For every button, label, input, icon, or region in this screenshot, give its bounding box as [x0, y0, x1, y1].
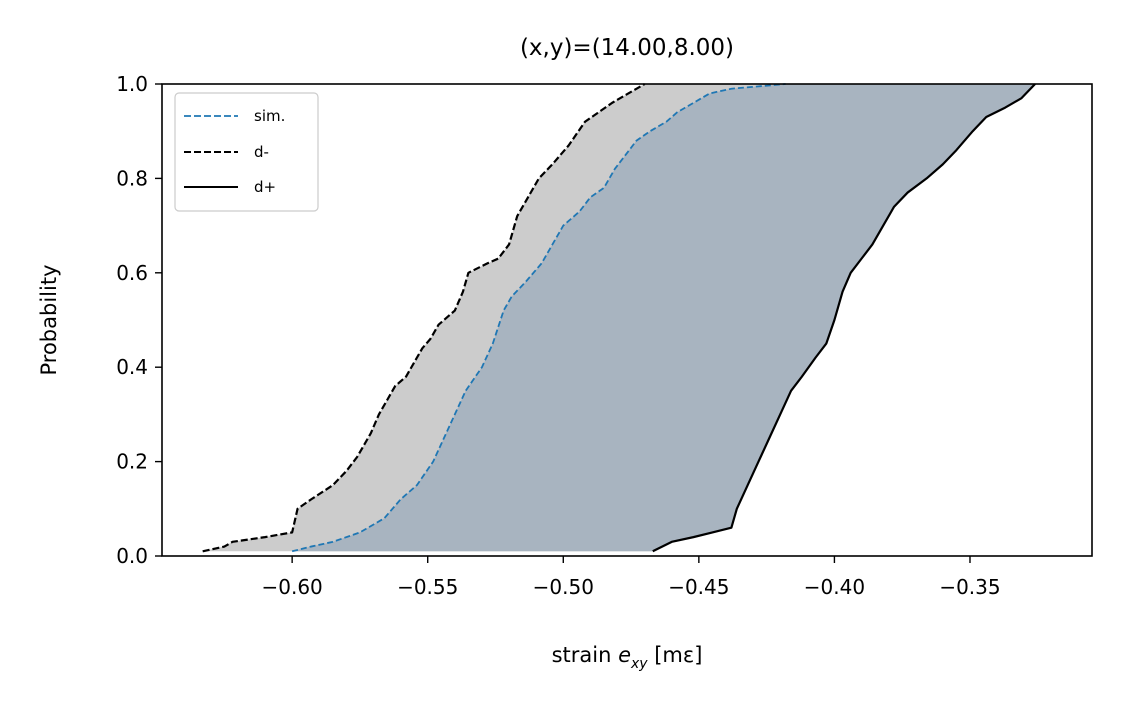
legend-label-d-plus: d+ — [254, 178, 276, 196]
series-line-d-minus — [202, 83, 646, 553]
band-inner-fill — [292, 84, 1036, 552]
y-tick-label: 0.2 — [116, 450, 148, 474]
y-axis-label: Probability — [37, 264, 61, 375]
x-tick-label: −0.50 — [533, 575, 594, 599]
series-line-d-plus — [652, 83, 1036, 553]
x-tick-label: −0.60 — [261, 575, 322, 599]
x-axis-label-sub: xy — [630, 656, 648, 672]
y-ticks: 0.0 0.2 0.4 0.6 0.8 1.0 — [116, 72, 162, 568]
y-tick-label: 0.0 — [116, 544, 148, 568]
plot-area — [202, 83, 1036, 553]
y-tick-label: 0.4 — [116, 355, 148, 379]
x-tick-label: −0.55 — [397, 575, 458, 599]
chart-title: (x,y)=(14.00,8.00) — [520, 35, 734, 61]
legend-label-d-minus: d- — [254, 143, 269, 161]
x-axis-label-unit: [mε] — [648, 643, 703, 667]
y-tick-label: 1.0 — [116, 72, 148, 96]
axes-frame — [161, 83, 1093, 557]
x-axis-label: strain exy [mε] — [552, 643, 703, 672]
x-ticks: −0.60 −0.55 −0.50 −0.45 −0.40 −0.35 — [261, 556, 1001, 599]
x-axis-label-var: e — [618, 643, 631, 667]
legend-box — [174, 92, 319, 212]
y-tick-label: 0.8 — [116, 166, 148, 190]
series-line-sim — [291, 83, 786, 553]
legend-label-sim: sim. — [254, 107, 285, 125]
y-tick-label: 0.6 — [116, 261, 148, 285]
x-axis-label-prefix: strain — [552, 643, 619, 667]
x-tick-label: −0.40 — [804, 575, 865, 599]
x-tick-label: −0.35 — [939, 575, 1000, 599]
x-tick-label: −0.45 — [668, 575, 729, 599]
legend: sim. d- d+ — [174, 92, 319, 212]
